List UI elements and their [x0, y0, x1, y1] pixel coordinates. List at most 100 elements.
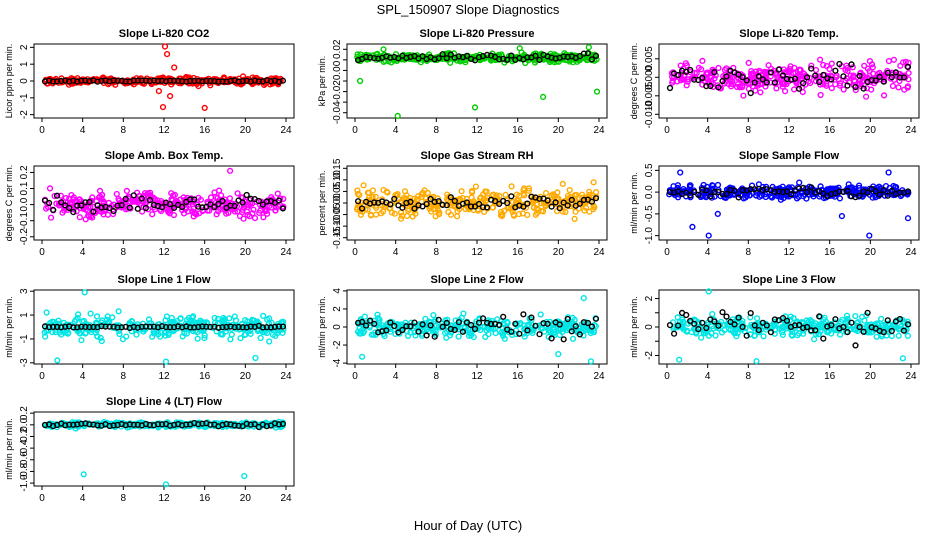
mean-point: [548, 335, 555, 342]
y-tick-label: -0.1: [19, 212, 30, 230]
mean-point: [687, 192, 694, 199]
mean-point: [876, 73, 883, 81]
data-point: [704, 327, 711, 335]
mean-point: [703, 324, 710, 332]
mean-point: [195, 323, 202, 331]
mean-point: [691, 188, 698, 196]
data-point: [773, 85, 780, 92]
y-tick-label: -0.4: [19, 439, 30, 457]
data-point: [115, 195, 122, 203]
data-point: [447, 211, 455, 218]
mean-point: [900, 327, 908, 334]
mean-point: [816, 313, 823, 320]
data-point: [578, 191, 586, 198]
mean-point: [812, 327, 819, 334]
mean-point: [447, 51, 454, 58]
mean-point: [488, 320, 495, 328]
mean-point: [134, 421, 141, 428]
mean-point: [808, 327, 815, 334]
mean-point: [243, 77, 250, 84]
data-point: [367, 212, 375, 219]
mean-point: [211, 77, 218, 85]
data-point: [182, 320, 190, 327]
mean-point: [431, 198, 438, 206]
x-tick-label: 16: [199, 371, 211, 382]
mean-point: [411, 319, 418, 326]
mean-point: [743, 332, 750, 339]
y-tick-label: 0.2: [19, 165, 30, 179]
data-point: [686, 182, 694, 189]
mean-point: [387, 54, 394, 61]
data-point: [365, 189, 372, 197]
data-point: [398, 215, 405, 222]
mean-point: [267, 78, 275, 85]
data-point: [715, 64, 722, 72]
y-tick-label: -0.010: [644, 100, 655, 129]
data-point: [510, 212, 518, 219]
mean-point: [711, 188, 718, 196]
data-point: [404, 212, 411, 220]
y-tick-label: -0.02: [332, 80, 343, 103]
data-point: [850, 326, 857, 333]
mean-point: [359, 205, 366, 212]
mean-point: [856, 192, 863, 199]
data-point-outlier: [394, 112, 401, 120]
mean-point: [142, 204, 150, 212]
plot-frame: [658, 165, 920, 241]
data-point: [467, 330, 475, 337]
mean-point: [588, 56, 596, 63]
y-tick-label: 0.05: [332, 181, 343, 201]
mean-point: [279, 420, 287, 428]
y-tick-label: 1: [19, 312, 30, 318]
data-point: [264, 210, 271, 217]
mean-point: [187, 196, 194, 203]
mean-point: [584, 50, 592, 57]
mean-point: [751, 322, 758, 329]
mean-point: [467, 321, 475, 329]
data-point: [45, 327, 52, 334]
mean-point: [219, 197, 226, 205]
data-point: [374, 311, 381, 318]
data-point: [409, 213, 416, 220]
data-point: [65, 195, 73, 203]
data-point: [757, 89, 764, 96]
mean-point: [588, 323, 596, 330]
data-point: [260, 214, 267, 221]
mean-point: [158, 421, 166, 428]
data-point: [781, 69, 788, 76]
mean-point: [251, 421, 258, 428]
data-point: [211, 314, 218, 322]
mean-point: [888, 187, 895, 195]
data-point: [872, 194, 879, 201]
mean-point: [496, 56, 503, 63]
mean-point: [828, 322, 835, 329]
mean-point: [215, 200, 222, 208]
data-point: [533, 205, 540, 212]
data-point: [683, 328, 691, 335]
data-point: [189, 314, 196, 321]
mean-point: [592, 315, 600, 322]
mean-point: [166, 201, 174, 208]
mean-point: [451, 326, 458, 334]
mean-point: [687, 317, 694, 325]
data-point: [370, 331, 377, 338]
mean-point: [695, 191, 702, 198]
mean-point: [767, 329, 775, 336]
mean-point: [86, 421, 93, 428]
panel-4: Slope Amb. Box Temp.0 4 8 12 16 20 24-0.2-0.10…: [4, 150, 295, 258]
mean-point: [670, 330, 678, 337]
mean-point: [747, 186, 754, 193]
data-point: [443, 334, 450, 341]
data-point: [170, 192, 177, 199]
data-point: [356, 325, 363, 332]
mean-point: [407, 198, 414, 206]
mean-point: [82, 199, 89, 206]
data-point: [868, 61, 876, 68]
data-point: [823, 80, 830, 87]
mean-point: [195, 421, 202, 428]
mean-point: [699, 74, 706, 82]
x-tick-label: 16: [512, 371, 524, 382]
data-point: [812, 331, 820, 338]
y-tick-label: -0.2: [19, 228, 30, 246]
data-point: [95, 194, 103, 201]
